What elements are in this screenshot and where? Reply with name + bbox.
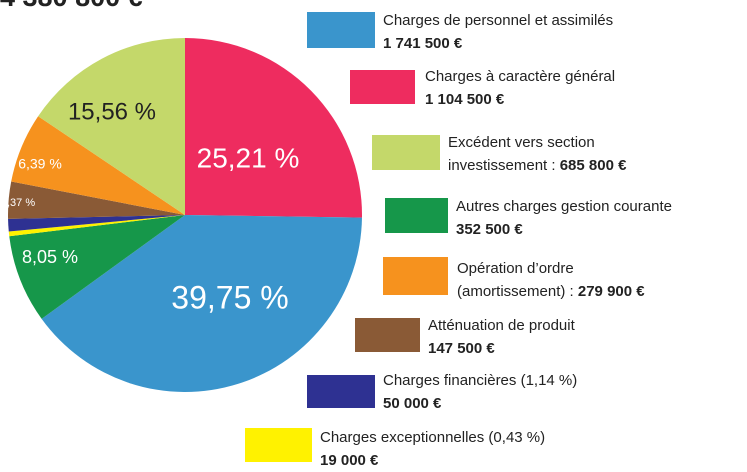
legend-amount: 147 500 € — [428, 340, 495, 357]
slice-label: 8,05 % — [22, 247, 78, 267]
legend-entry: Opération d’ordre (amortissement) : 279 … — [457, 257, 657, 303]
pie-slice — [7, 181, 185, 219]
legend-amount: 685 800 € — [559, 157, 627, 174]
slice-label: 15,56 % — [68, 98, 156, 125]
slice-label: 6,39 % — [18, 156, 62, 172]
legend-swatch — [245, 428, 312, 462]
legend-swatch — [307, 375, 375, 408]
legend-label: Charges de personnel et assimilés — [383, 12, 614, 29]
chart-title: 4 380 800 € — [0, 0, 143, 12]
legend-entry: Charges financières (1,14 %) 50 000 € — [383, 369, 577, 415]
legend-amount: 352 500 € — [456, 221, 523, 238]
legend-swatch — [350, 70, 415, 104]
legend-label: Charges financières (1,14 %) — [383, 372, 578, 389]
slice-label: 25,21 % — [197, 142, 300, 173]
legend-label: Opération d’ordre (amortissement) : — [457, 260, 574, 300]
legend-swatch — [383, 257, 448, 295]
legend-label: Charges exceptionnelles (0,43 %) — [320, 429, 546, 446]
legend-entry: Autres charges gestion courante 352 500 … — [456, 195, 672, 241]
pie-slice — [38, 38, 186, 215]
legend-swatch — [355, 318, 420, 352]
legend-entry: Charges à caractère général 1 104 500 € — [425, 65, 615, 111]
pie-slice — [185, 38, 362, 218]
legend-label: Excédent vers section investissement : — [448, 134, 595, 174]
legend-amount: 279 900 € — [577, 283, 645, 300]
slice-label: 3,37 % — [1, 197, 35, 209]
legend-swatch — [307, 12, 375, 48]
slice-label: 39,75 % — [171, 279, 288, 315]
legend-amount: 50 000 € — [383, 395, 442, 412]
pie-slice — [8, 215, 185, 232]
legend-amount: 1 741 500 € — [383, 35, 463, 52]
legend-entry: Atténuation de produit 147 500 € — [428, 314, 575, 360]
legend-label: Autres charges gestion courante — [456, 198, 672, 215]
legend-entry: Excédent vers section investissement : 6… — [448, 131, 648, 177]
legend-swatch — [385, 198, 448, 233]
pie-slice — [11, 116, 186, 215]
legend-amount: 19 000 € — [320, 452, 379, 469]
legend-swatch — [372, 135, 440, 170]
legend-entry: Charges exceptionnelles (0,43 %) 19 000 … — [320, 426, 545, 472]
pie-slice — [9, 215, 185, 319]
legend-label: Charges à caractère général — [425, 68, 616, 85]
legend-amount: 1 104 500 € — [425, 91, 505, 108]
pie-slice — [41, 215, 362, 393]
pie-slice — [8, 215, 185, 237]
legend-label: Atténuation de produit — [428, 317, 575, 334]
legend-entry: Charges de personnel et assimilés 1 741 … — [383, 9, 613, 55]
